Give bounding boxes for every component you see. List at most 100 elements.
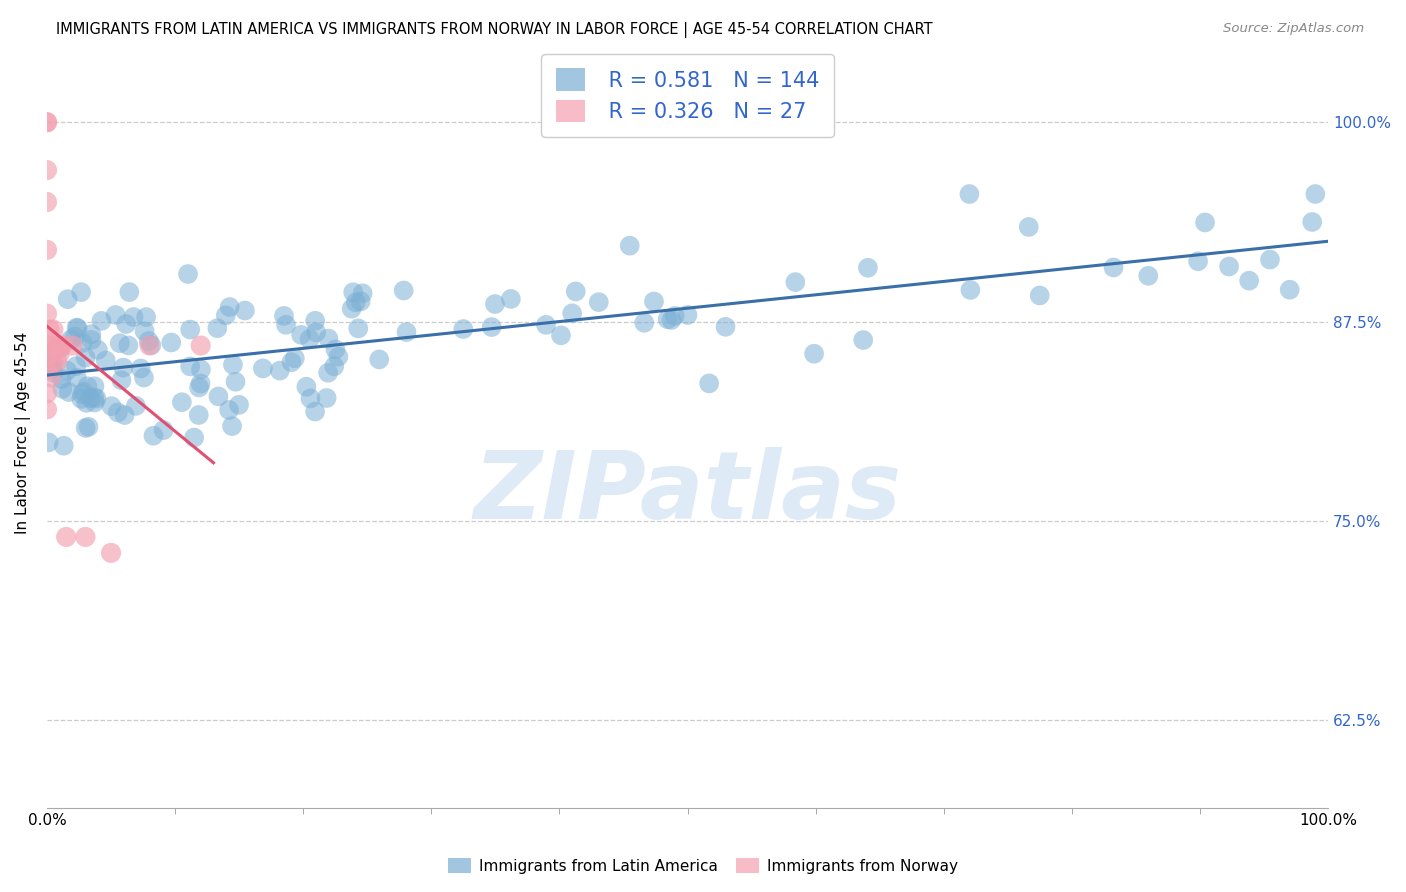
Point <box>484 297 506 311</box>
Point <box>83 391 105 405</box>
Point <box>49 338 72 352</box>
Point <box>1278 283 1301 297</box>
Point <box>100 399 122 413</box>
Point <box>38 323 60 337</box>
Point <box>35 243 58 257</box>
Point <box>187 408 209 422</box>
Point <box>62 338 84 352</box>
Point <box>65 359 87 374</box>
Point <box>112 360 135 375</box>
Point <box>52 439 75 453</box>
Point <box>122 310 145 324</box>
Point <box>1301 215 1323 229</box>
Point <box>104 308 127 322</box>
Point <box>959 283 981 297</box>
Point <box>1237 274 1260 288</box>
Point <box>35 386 58 401</box>
Point <box>73 384 96 399</box>
Point <box>42 366 65 380</box>
Point <box>70 285 93 299</box>
Point <box>134 324 156 338</box>
Point <box>252 361 274 376</box>
Point <box>957 187 980 202</box>
Point <box>35 362 58 376</box>
Point <box>35 163 58 178</box>
Point <box>41 351 63 365</box>
Point <box>63 329 86 343</box>
Point <box>1194 215 1216 229</box>
Point <box>35 115 58 129</box>
Point <box>207 389 229 403</box>
Point <box>45 342 67 356</box>
Point <box>83 395 105 409</box>
Point <box>55 530 77 544</box>
Point <box>117 338 139 352</box>
Point <box>561 306 583 320</box>
Point <box>110 373 132 387</box>
Point <box>75 421 97 435</box>
Point <box>1187 254 1209 268</box>
Point <box>38 346 60 360</box>
Point <box>1018 219 1040 234</box>
Point <box>45 338 67 352</box>
Point <box>125 399 148 413</box>
Point <box>41 361 63 376</box>
Point <box>344 295 367 310</box>
Point <box>664 309 686 323</box>
Point <box>323 359 346 374</box>
Point <box>534 318 557 332</box>
Point <box>65 320 87 334</box>
Point <box>100 546 122 560</box>
Text: IMMIGRANTS FROM LATIN AMERICA VS IMMIGRANTS FROM NORWAY IN LABOR FORCE | AGE 45-: IMMIGRANTS FROM LATIN AMERICA VS IMMIGRA… <box>56 22 932 38</box>
Point <box>179 322 201 336</box>
Point <box>141 338 163 352</box>
Point <box>550 328 572 343</box>
Point <box>94 353 117 368</box>
Point <box>132 370 155 384</box>
Point <box>340 301 363 316</box>
Point <box>325 343 347 357</box>
Point <box>856 260 879 275</box>
Point <box>299 392 322 406</box>
Point <box>75 530 97 544</box>
Point <box>315 391 337 405</box>
Point <box>35 402 58 417</box>
Point <box>803 347 825 361</box>
Point <box>77 420 100 434</box>
Point <box>42 354 65 368</box>
Point <box>129 361 152 376</box>
Point <box>1028 288 1050 302</box>
Point <box>51 382 73 396</box>
Point <box>183 431 205 445</box>
Point <box>86 392 108 406</box>
Point <box>114 408 136 422</box>
Point <box>58 385 80 400</box>
Point <box>118 285 141 299</box>
Point <box>588 295 610 310</box>
Point <box>643 294 665 309</box>
Point <box>342 285 364 300</box>
Point <box>46 354 69 368</box>
Point <box>350 294 373 309</box>
Point <box>56 363 79 377</box>
Text: Source: ZipAtlas.com: Source: ZipAtlas.com <box>1223 22 1364 36</box>
Point <box>35 194 58 209</box>
Point <box>676 308 699 322</box>
Point <box>190 362 212 376</box>
Point <box>304 404 326 418</box>
Point <box>221 419 243 434</box>
Point <box>66 321 89 335</box>
Point <box>38 435 60 450</box>
Point <box>80 333 103 347</box>
Point <box>657 312 679 326</box>
Point <box>177 267 200 281</box>
Point <box>661 313 683 327</box>
Point <box>284 351 307 366</box>
Legend: Immigrants from Latin America, Immigrants from Norway: Immigrants from Latin America, Immigrant… <box>443 852 963 880</box>
Point <box>218 403 240 417</box>
Point <box>142 428 165 442</box>
Point <box>1218 260 1240 274</box>
Point <box>60 333 83 347</box>
Text: ZIPatlas: ZIPatlas <box>474 447 901 540</box>
Point <box>233 303 256 318</box>
